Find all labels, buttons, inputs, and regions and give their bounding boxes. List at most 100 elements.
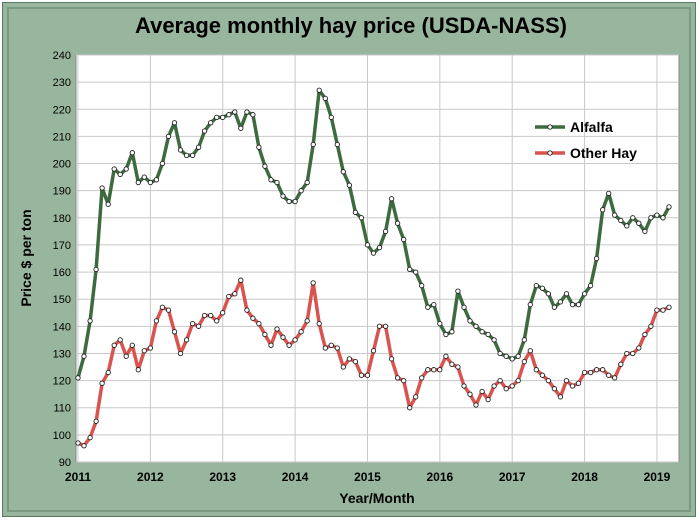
- x-tick-label: 2018: [571, 470, 598, 484]
- data-point: [606, 190, 612, 197]
- data-point: [214, 114, 220, 121]
- data-point: [539, 285, 546, 291]
- data-point: [666, 304, 672, 310]
- data-point: [636, 220, 642, 226]
- data-point: [593, 255, 600, 262]
- data-point: [220, 114, 226, 121]
- data-point: [630, 350, 636, 357]
- y-tick-label: 150: [53, 294, 71, 306]
- data-point: [286, 342, 292, 348]
- data-point: [509, 383, 515, 389]
- data-point: [117, 337, 123, 343]
- data-point: [370, 348, 377, 354]
- data-point: [268, 342, 274, 348]
- data-point: [401, 377, 407, 384]
- data-point: [340, 364, 346, 370]
- y-tick-label: 230: [53, 77, 71, 89]
- data-point: [189, 152, 196, 159]
- data-point: [292, 198, 298, 205]
- data-point: [159, 160, 166, 167]
- y-tick-label: 120: [53, 376, 71, 388]
- data-point: [346, 182, 353, 188]
- data-point: [407, 266, 413, 273]
- data-point: [111, 342, 117, 348]
- data-point: [648, 215, 654, 221]
- data-point: [244, 109, 250, 115]
- y-tick-label: 220: [53, 104, 71, 116]
- data-point: [654, 212, 660, 218]
- data-point: [485, 396, 491, 403]
- data-point: [117, 171, 123, 178]
- data-point: [388, 196, 395, 202]
- data-point: [467, 391, 473, 397]
- data-point: [503, 386, 509, 392]
- data-point: [461, 304, 467, 310]
- data-point: [81, 353, 87, 359]
- data-point: [334, 345, 340, 351]
- data-point: [105, 201, 111, 207]
- data-point: [310, 280, 316, 286]
- plot-area: [75, 54, 680, 463]
- data-point: [129, 342, 135, 348]
- data-point: [183, 152, 190, 159]
- data-point: [226, 293, 232, 300]
- data-point: [419, 375, 425, 381]
- x-tick-label: 2017: [499, 470, 526, 484]
- data-point: [515, 377, 521, 384]
- y-tick-label: 140: [53, 321, 71, 333]
- data-point: [425, 367, 431, 373]
- data-point: [443, 353, 449, 359]
- data-point: [99, 380, 105, 386]
- data-point: [376, 244, 383, 251]
- y-tick-label: 100: [53, 430, 71, 442]
- hay-price-chart: Average monthly hay price (USDA-NASS) 90…: [7, 7, 691, 512]
- data-point: [220, 310, 226, 316]
- data-point: [527, 348, 533, 354]
- data-point: [394, 375, 401, 381]
- data-point: [666, 204, 672, 210]
- data-point: [274, 326, 280, 332]
- data-point: [250, 112, 256, 118]
- data-point: [147, 179, 154, 186]
- legend-marker-1: [547, 150, 553, 156]
- data-point: [328, 342, 334, 348]
- data-point: [87, 434, 93, 441]
- data-point: [262, 331, 268, 338]
- data-point: [226, 112, 232, 118]
- data-point: [262, 163, 268, 169]
- data-point: [612, 212, 618, 218]
- data-point: [147, 345, 154, 351]
- data-point: [238, 125, 244, 131]
- data-point: [232, 291, 238, 297]
- data-point: [183, 337, 190, 343]
- data-point: [551, 304, 558, 310]
- data-point: [195, 144, 202, 150]
- data-point: [171, 329, 178, 335]
- data-point: [358, 215, 365, 221]
- data-point: [642, 331, 648, 338]
- data-point: [467, 318, 473, 324]
- data-point: [214, 318, 220, 324]
- data-point: [274, 179, 280, 186]
- data-point: [280, 334, 286, 340]
- data-point: [491, 383, 497, 389]
- x-tick-label: 2014: [282, 470, 309, 484]
- data-point: [606, 372, 612, 378]
- data-point: [153, 318, 160, 324]
- data-point: [642, 228, 648, 235]
- data-point: [533, 367, 539, 373]
- data-point: [340, 169, 346, 175]
- data-point: [515, 353, 521, 359]
- data-point: [479, 329, 485, 335]
- data-point: [304, 318, 310, 324]
- legend: Alfalfa Other Hay: [535, 119, 637, 161]
- data-point: [99, 185, 105, 191]
- data-point: [563, 291, 570, 297]
- data-point: [533, 282, 539, 289]
- data-point: [419, 282, 425, 289]
- data-point: [364, 242, 371, 248]
- y-tick-label: 190: [53, 186, 71, 198]
- data-point: [581, 369, 588, 376]
- data-point: [135, 179, 141, 186]
- data-point: [449, 329, 455, 335]
